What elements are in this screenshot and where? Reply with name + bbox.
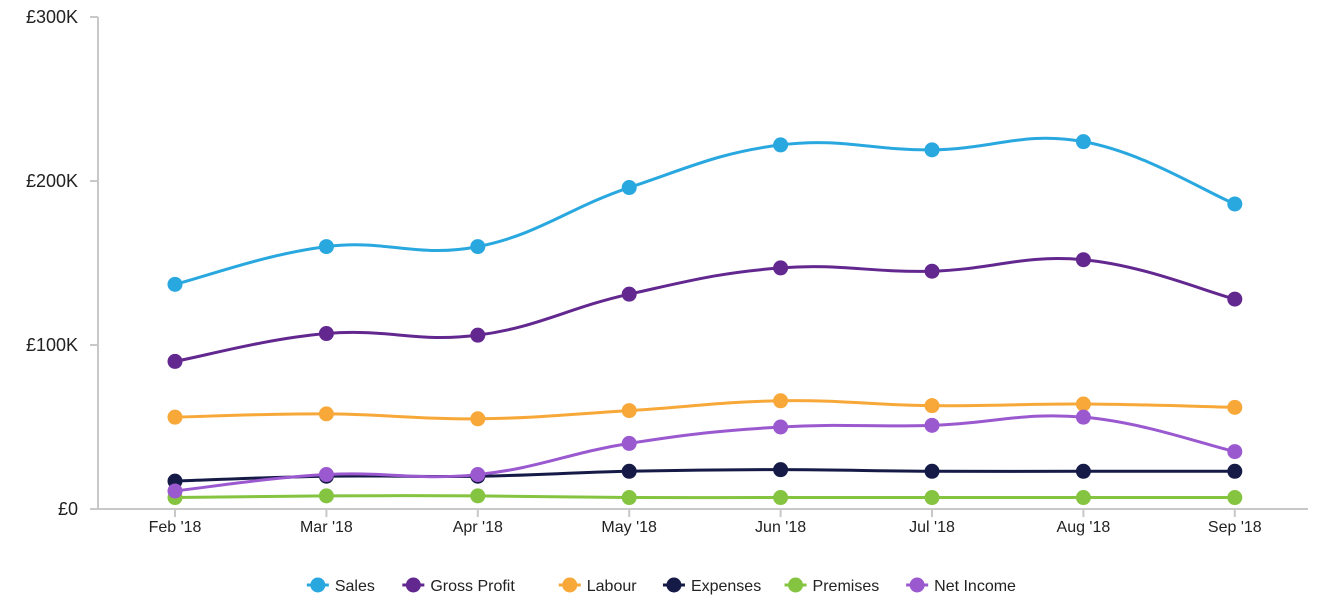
data-point-sales[interactable] [621,180,637,196]
data-point-labour[interactable] [1075,396,1091,412]
data-point-gross-profit[interactable] [470,327,486,343]
series-line-labour [174,399,1235,421]
legend-label-expenses: Expenses [691,578,761,595]
legend-item-labour[interactable]: Labour [558,577,637,596]
data-point-premises[interactable] [773,490,789,506]
data-point-sales[interactable] [773,137,789,153]
x-tick-label: Mar '18 [300,519,353,536]
data-point-gross-profit[interactable] [924,263,940,279]
series-line-sales [174,136,1236,286]
data-point-net-income[interactable] [1227,444,1243,460]
legend-marker-gross-profit [405,577,421,593]
data-point-expenses[interactable] [621,463,637,479]
legend-item-net-income[interactable]: Net Income [906,577,1016,596]
legend-item-gross-profit[interactable]: Gross Profit [402,577,515,596]
y-tick-label: £200K [26,171,78,191]
data-point-premises[interactable] [1075,490,1091,506]
y-tick-label: £0 [58,499,78,519]
data-point-expenses[interactable] [1227,463,1243,479]
data-point-expenses[interactable] [1075,463,1091,479]
legend-label-sales: Sales [335,578,375,595]
data-point-premises[interactable] [621,490,637,506]
series-sales [167,134,1243,292]
legend-label-premises: Premises [813,578,880,595]
data-point-sales[interactable] [1075,134,1091,150]
legend: Sales Gross Profit Labour Expenses Premises N… [306,577,1016,596]
data-point-sales[interactable] [924,142,940,158]
data-point-net-income[interactable] [318,467,334,483]
data-point-expenses[interactable] [924,463,940,479]
legend-label-gross-profit: Gross Profit [430,578,515,595]
series-premises [167,488,1243,506]
legend-marker-sales [310,577,326,593]
legend-item-premises[interactable]: Premises [784,577,880,596]
data-point-sales[interactable] [167,276,183,292]
legend-item-expenses[interactable]: Expenses [662,577,761,596]
series-line-expenses [174,468,1235,483]
legend-label-labour: Labour [587,578,637,595]
series-layer [167,134,1243,506]
data-point-labour[interactable] [470,411,486,427]
data-point-labour[interactable] [621,403,637,419]
x-tick-label: May '18 [601,519,657,536]
data-point-net-income[interactable] [167,483,183,499]
data-point-labour[interactable] [773,393,789,409]
legend-marker-net-income [909,577,925,593]
x-tick-label: Jun '18 [755,519,806,536]
data-point-gross-profit[interactable] [1075,252,1091,268]
data-point-expenses[interactable] [773,462,789,478]
data-point-gross-profit[interactable] [318,326,334,342]
axes: £0 £100K £200K £300K Feb '18 Mar '18 Apr '18 Ma… [26,7,1308,536]
x-tick-label: Apr '18 [453,519,503,536]
data-point-premises[interactable] [924,490,940,506]
data-point-gross-profit[interactable] [773,260,789,276]
data-point-labour[interactable] [1227,399,1243,415]
y-tick-label: £100K [26,335,78,355]
data-point-gross-profit[interactable] [621,286,637,302]
data-point-labour[interactable] [924,398,940,414]
data-point-labour[interactable] [318,406,334,422]
data-point-sales[interactable] [318,239,334,255]
data-point-net-income[interactable] [1075,409,1091,425]
series-net-income [167,409,1243,499]
legend-item-sales[interactable]: Sales [306,577,375,596]
data-point-premises[interactable] [318,488,334,504]
series-line-gross-profit [174,257,1236,363]
x-tick-label: Feb '18 [149,519,202,536]
y-tick-label: £300K [26,7,78,27]
data-point-sales[interactable] [1227,196,1243,212]
data-point-net-income[interactable] [621,435,637,451]
series-line-net-income [174,414,1236,493]
data-point-gross-profit[interactable] [167,353,183,369]
series-line-premises [174,494,1235,500]
data-point-sales[interactable] [470,239,486,255]
series-labour [167,393,1243,427]
x-tick-label: Jul '18 [909,519,955,536]
x-tick-label: Sep '18 [1208,519,1262,536]
legend-marker-expenses [666,577,682,593]
data-point-premises[interactable] [470,488,486,504]
series-gross-profit [167,252,1243,369]
x-tick-label: Aug '18 [1057,519,1111,536]
data-point-net-income[interactable] [924,417,940,433]
legend-label-net-income: Net Income [934,578,1016,595]
data-point-net-income[interactable] [470,467,486,483]
legend-marker-premises [788,577,804,593]
data-point-premises[interactable] [1227,490,1243,506]
data-point-net-income[interactable] [773,419,789,435]
data-point-gross-profit[interactable] [1227,291,1243,307]
data-point-labour[interactable] [167,409,183,425]
legend-marker-labour [562,577,578,593]
